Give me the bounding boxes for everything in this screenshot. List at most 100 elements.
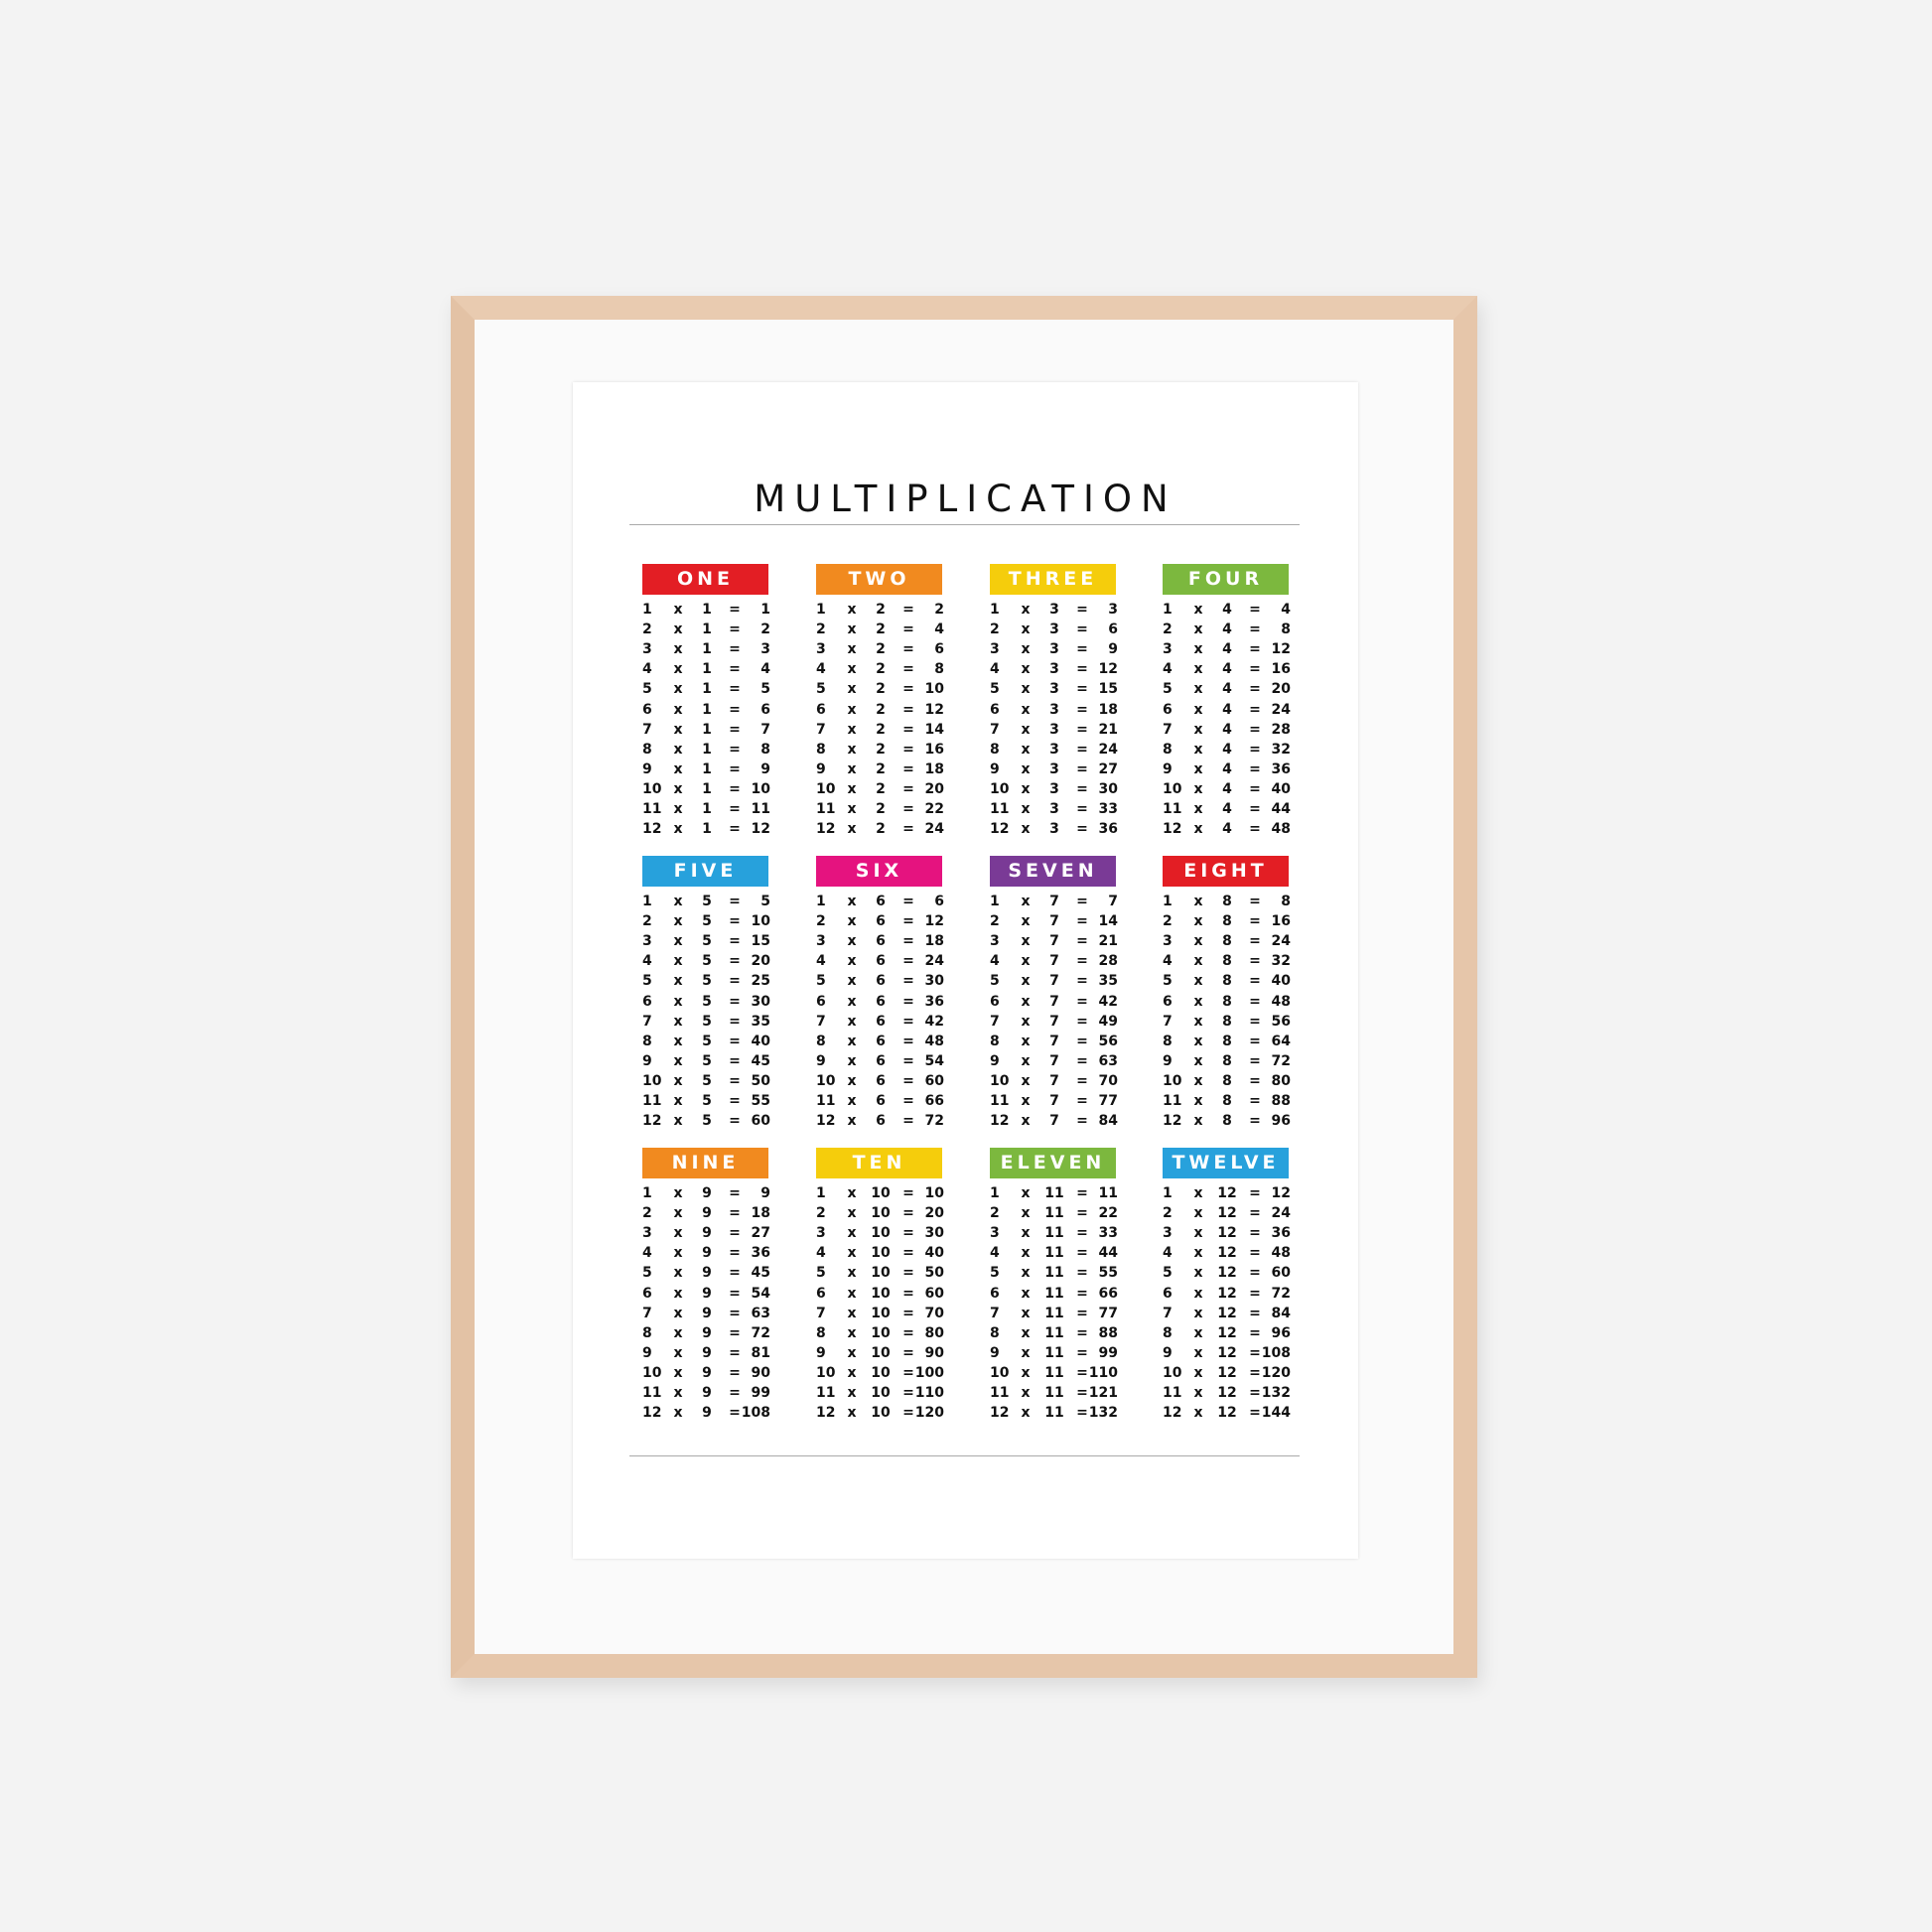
table-cell: 6 — [876, 1052, 886, 1069]
table-cell: 12 — [642, 1405, 662, 1422]
table-cell: 4 — [1163, 1245, 1173, 1262]
table-cell: 2 — [816, 913, 826, 930]
table-cell: 56 — [1098, 1033, 1118, 1049]
table-cell: x — [1021, 1113, 1031, 1130]
table-cell: = — [902, 741, 914, 758]
table-cell: = — [902, 621, 914, 638]
table-cell: x — [1021, 621, 1031, 638]
table-cell: 10 — [871, 1305, 891, 1321]
table-cell: x — [673, 801, 683, 817]
table-cell: = — [902, 1285, 914, 1302]
table-cell: 24 — [1271, 701, 1291, 718]
table-cell: x — [1193, 913, 1203, 930]
table-cell: 12 — [1217, 1385, 1237, 1401]
table-cell: x — [1021, 933, 1031, 950]
table-cell: 7 — [1049, 933, 1059, 950]
table-cell: x — [1193, 1324, 1203, 1341]
table-cell: 3 — [1049, 641, 1059, 658]
table-cell: 6 — [934, 894, 944, 909]
table-cell: 5 — [702, 1052, 712, 1069]
table-cell: 5 — [702, 993, 712, 1010]
table-cell: 9 — [816, 760, 826, 777]
table-cell: 10 — [1163, 1364, 1182, 1381]
table-cell: = — [1076, 973, 1088, 990]
table-cell: 22 — [1098, 1205, 1118, 1222]
table-cell: 3 — [1108, 602, 1118, 618]
table-cell: 7 — [642, 1305, 652, 1321]
table-cell: 5 — [1163, 1265, 1173, 1282]
table-cell: = — [729, 1052, 741, 1069]
table-cell: 8 — [1281, 894, 1291, 909]
table-cell: x — [1193, 953, 1203, 970]
table-cell: 40 — [1271, 973, 1291, 990]
table-cell: 11 — [1098, 1185, 1118, 1201]
table-cell: 18 — [924, 933, 944, 950]
table-cell: 5 — [642, 973, 652, 990]
table-cell: = — [729, 913, 741, 930]
table-cell: 5 — [702, 1093, 712, 1109]
table-cell: 77 — [1098, 1093, 1118, 1109]
table-cell: 3 — [1049, 701, 1059, 718]
table-cell: x — [673, 1033, 683, 1049]
table-cell: = — [1076, 913, 1088, 930]
table-cell: 4 — [990, 661, 1000, 678]
table-cell: 10 — [871, 1385, 891, 1401]
table-cell: 40 — [1271, 780, 1291, 797]
table-cell: x — [673, 701, 683, 718]
table-cell: = — [1249, 661, 1261, 678]
table-cell: 7 — [1163, 1305, 1173, 1321]
table-cell: 11 — [751, 801, 770, 817]
table-cell: 28 — [1271, 721, 1291, 738]
table-cell: = — [729, 821, 741, 838]
table-cell: 7 — [1049, 1052, 1059, 1069]
table-cell: 2 — [876, 760, 886, 777]
table-cell: = — [1076, 1364, 1088, 1381]
table-cell: 9 — [702, 1305, 712, 1321]
table-cell: 2 — [642, 621, 652, 638]
table-label: ELEVEN — [990, 1148, 1116, 1178]
table-cell: = — [1249, 933, 1261, 950]
table-cell: = — [1249, 1113, 1261, 1130]
table-cell: 8 — [1222, 1013, 1232, 1030]
table-cell: x — [673, 1305, 683, 1321]
table-cell: = — [902, 1225, 914, 1242]
table-cell: 10 — [1163, 780, 1182, 797]
table-cell: 80 — [1271, 1072, 1291, 1089]
table-cell: = — [1076, 661, 1088, 678]
table-cell: = — [1249, 1364, 1261, 1381]
table-cell: x — [847, 641, 857, 658]
table-cell: = — [902, 602, 914, 618]
table-cell: 72 — [751, 1324, 770, 1341]
table-cell: x — [1021, 741, 1031, 758]
table-cell: 12 — [1217, 1285, 1237, 1302]
table-cell: x — [1193, 741, 1203, 758]
table-cell: = — [1076, 894, 1088, 909]
table-cell: x — [1021, 721, 1031, 738]
table-cell: 8 — [934, 661, 944, 678]
table-cell: 3 — [990, 641, 1000, 658]
table-cell: 8 — [1222, 913, 1232, 930]
table-cell: x — [1021, 1245, 1031, 1262]
table-cell: 42 — [924, 1013, 944, 1030]
table-cell: 15 — [751, 933, 770, 950]
table-cell: 5 — [702, 1072, 712, 1089]
table-cell: 12 — [816, 1405, 836, 1422]
table-cell: 2 — [990, 1205, 1000, 1222]
table-cell: x — [847, 1285, 857, 1302]
table-cell: 6 — [990, 701, 1000, 718]
table-cell: = — [1249, 602, 1261, 618]
table-cell: = — [1076, 641, 1088, 658]
table-cell: 9 — [702, 1385, 712, 1401]
table-cell: 20 — [924, 780, 944, 797]
table-cell: x — [1021, 1364, 1031, 1381]
table-cell: 8 — [1222, 894, 1232, 909]
table-cell: 7 — [1049, 1093, 1059, 1109]
table-cell: = — [1249, 1405, 1261, 1422]
table-cell: = — [1249, 1013, 1261, 1030]
table-cell: 9 — [816, 1344, 826, 1361]
table-cell: 3 — [1163, 933, 1173, 950]
table-cell: 16 — [1271, 661, 1291, 678]
table-cell: = — [1076, 1305, 1088, 1321]
table-cell: = — [1249, 1324, 1261, 1341]
table-cell: 80 — [924, 1324, 944, 1341]
